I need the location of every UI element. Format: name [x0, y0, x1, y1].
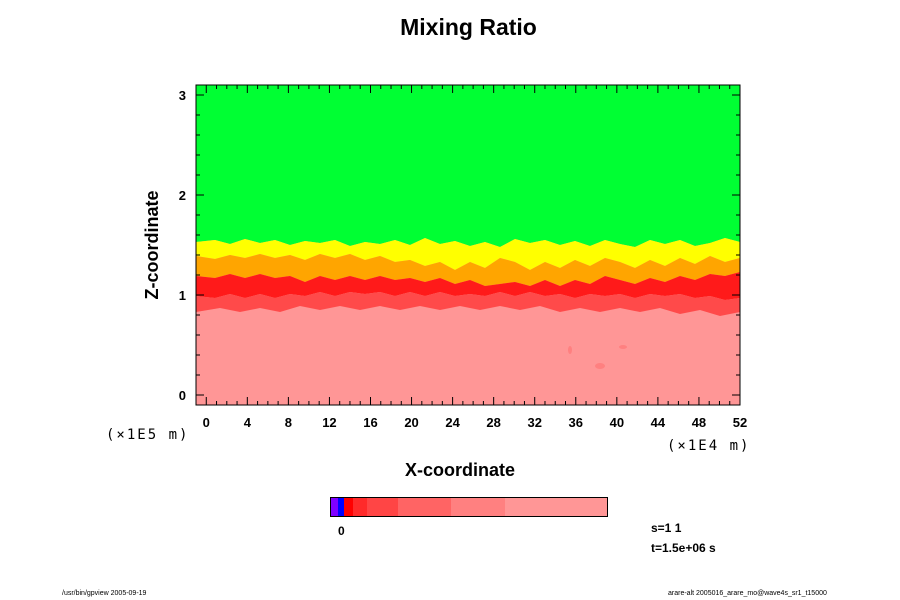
- y-axis-label: Z-coordinate: [142, 190, 162, 299]
- yellow-band: [196, 238, 740, 270]
- colorbar-segment: [344, 498, 354, 516]
- x-scale-label: (×1E5 m): [106, 427, 190, 443]
- colorbar-label: 0: [338, 524, 345, 538]
- x-tick-label: 48: [692, 415, 706, 430]
- upper-layer-region: [196, 85, 740, 247]
- orange-band: [196, 254, 740, 286]
- x-tick-label: 40: [610, 415, 624, 430]
- lower-blob: [568, 346, 572, 354]
- x-unit-label: (×1E4 m): [667, 438, 751, 454]
- colorbar-segment: [337, 498, 345, 516]
- x-tick-label: 24: [445, 415, 460, 430]
- x-tick-label: 12: [322, 415, 336, 430]
- colorbar-segment: [451, 498, 505, 516]
- red-band: [196, 272, 740, 300]
- s-label: s=1 1: [651, 521, 682, 535]
- y-tick-label: 2: [179, 188, 186, 203]
- colorbar-segment: [366, 498, 398, 516]
- y-tick-label: 0: [179, 388, 186, 403]
- x-tick-label: 28: [486, 415, 500, 430]
- footer-right: arare-alt 2005016_arare_mo@wave4s_sr1_t1…: [668, 590, 827, 597]
- x-tick-label: 16: [363, 415, 377, 430]
- x-tick-label: 44: [651, 415, 666, 430]
- x-tick-label: 8: [285, 415, 292, 430]
- transition-band: [196, 292, 740, 316]
- chart-title: Mixing Ratio: [400, 14, 537, 40]
- colorbar: [330, 497, 608, 517]
- plot-frame: [195, 84, 741, 406]
- colorbar-segment: [331, 498, 338, 516]
- y-tick-label: 3: [179, 88, 186, 103]
- x-tick-label: 32: [527, 415, 541, 430]
- heatmap-field: [196, 85, 740, 405]
- colorbar-segment: [504, 498, 607, 516]
- x-tick-label: 4: [244, 415, 252, 430]
- x-tick-label: 20: [404, 415, 418, 430]
- colorbar-segment: [353, 498, 367, 516]
- y-tick-label: 1: [179, 288, 186, 303]
- colorbar-segment: [397, 498, 452, 516]
- t-label: t=1.5e+06 s: [651, 541, 716, 555]
- footer-left: /usr/bin/gpview 2005-09-19: [62, 590, 147, 597]
- x-tick-label: 0: [203, 415, 210, 430]
- x-tick-label: 36: [569, 415, 583, 430]
- x-axis-label: X-coordinate: [405, 460, 516, 480]
- lower-blob: [595, 363, 605, 369]
- x-tick-label: 52: [733, 415, 747, 430]
- lower-blob: [619, 345, 627, 349]
